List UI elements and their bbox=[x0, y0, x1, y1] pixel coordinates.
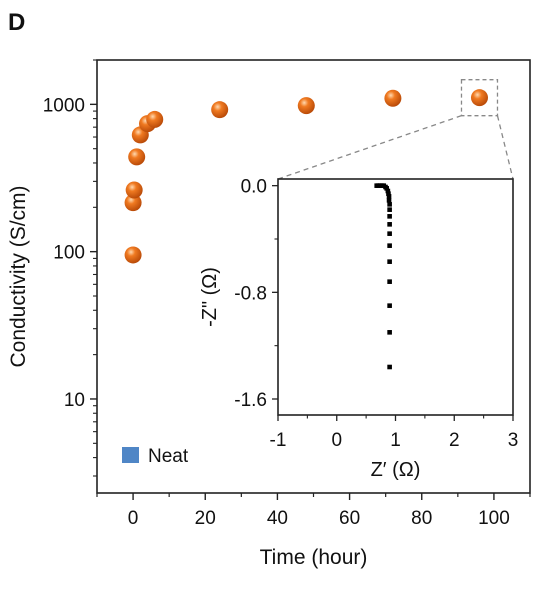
inset-data-point bbox=[387, 222, 392, 227]
x-axis-label: Time (hour) bbox=[260, 546, 368, 569]
inset-y-tick-label: -1.6 bbox=[234, 390, 267, 411]
highlight-box bbox=[460, 79, 499, 117]
inset-data-point bbox=[387, 303, 392, 308]
inset-y-axis-label: -Z" (Ω) bbox=[199, 267, 221, 327]
zoom-connector-lines bbox=[277, 115, 514, 180]
inset-data-point bbox=[387, 259, 392, 264]
legend-label: Neat bbox=[148, 446, 189, 467]
inset-x-tick-label: 1 bbox=[390, 430, 401, 451]
inset-data-point bbox=[387, 214, 392, 219]
x-tick-label: 40 bbox=[267, 508, 288, 529]
inset-x-axis-label: Z′ (Ω) bbox=[371, 459, 421, 481]
x-tick-label: 20 bbox=[195, 508, 216, 529]
inset-x-tick-label: 0 bbox=[331, 430, 342, 451]
data-point bbox=[297, 97, 315, 115]
y-tick-label: 100 bbox=[53, 243, 85, 264]
x-tick-label: 60 bbox=[339, 508, 360, 529]
x-tick-label: 80 bbox=[411, 508, 432, 529]
inset-data-point bbox=[385, 188, 391, 194]
inset-data-point bbox=[387, 231, 392, 236]
y-tick-label: 1000 bbox=[43, 95, 85, 116]
inset-data-point bbox=[387, 207, 392, 212]
inset-x-tick-label: -1 bbox=[270, 430, 287, 451]
data-point bbox=[384, 89, 402, 107]
inset-data-point bbox=[387, 279, 392, 284]
inset-x-tick-label: 3 bbox=[508, 430, 519, 451]
inset-data-point bbox=[387, 243, 392, 248]
y-axis-label: Conductivity (S/cm) bbox=[7, 185, 30, 367]
zoom-line bbox=[496, 115, 514, 180]
data-point bbox=[211, 101, 229, 119]
inset-data-point bbox=[386, 194, 392, 199]
inset-data-point bbox=[386, 198, 392, 203]
legend-marker bbox=[122, 447, 139, 463]
inset-data-point bbox=[387, 202, 392, 207]
y-tick-label: 10 bbox=[64, 390, 85, 411]
data-point bbox=[470, 89, 488, 107]
panel-label: D bbox=[8, 9, 25, 36]
x-tick-label: 0 bbox=[128, 508, 139, 529]
inset-y-tick-label: 0.0 bbox=[241, 177, 267, 198]
inset-data-point bbox=[384, 186, 389, 191]
inset-y-tick-label: -0.8 bbox=[234, 283, 267, 304]
inset-x-tick-label: 2 bbox=[449, 430, 460, 451]
zoom-line bbox=[277, 115, 462, 180]
inset-data-point bbox=[387, 330, 392, 335]
inset-plot-frame bbox=[277, 178, 514, 416]
data-point bbox=[146, 110, 164, 128]
data-point bbox=[128, 148, 146, 166]
inset-data-point bbox=[386, 191, 391, 196]
inset-data-point bbox=[387, 364, 392, 370]
x-tick-label: 100 bbox=[478, 508, 510, 529]
data-point bbox=[125, 181, 143, 199]
data-point bbox=[124, 194, 142, 212]
data-point bbox=[124, 246, 142, 264]
inset-chart: -1 0 1 2 3 0.0 -0.8 -1.6 Z′ (Ω) -Z" (Ω) bbox=[199, 177, 518, 481]
